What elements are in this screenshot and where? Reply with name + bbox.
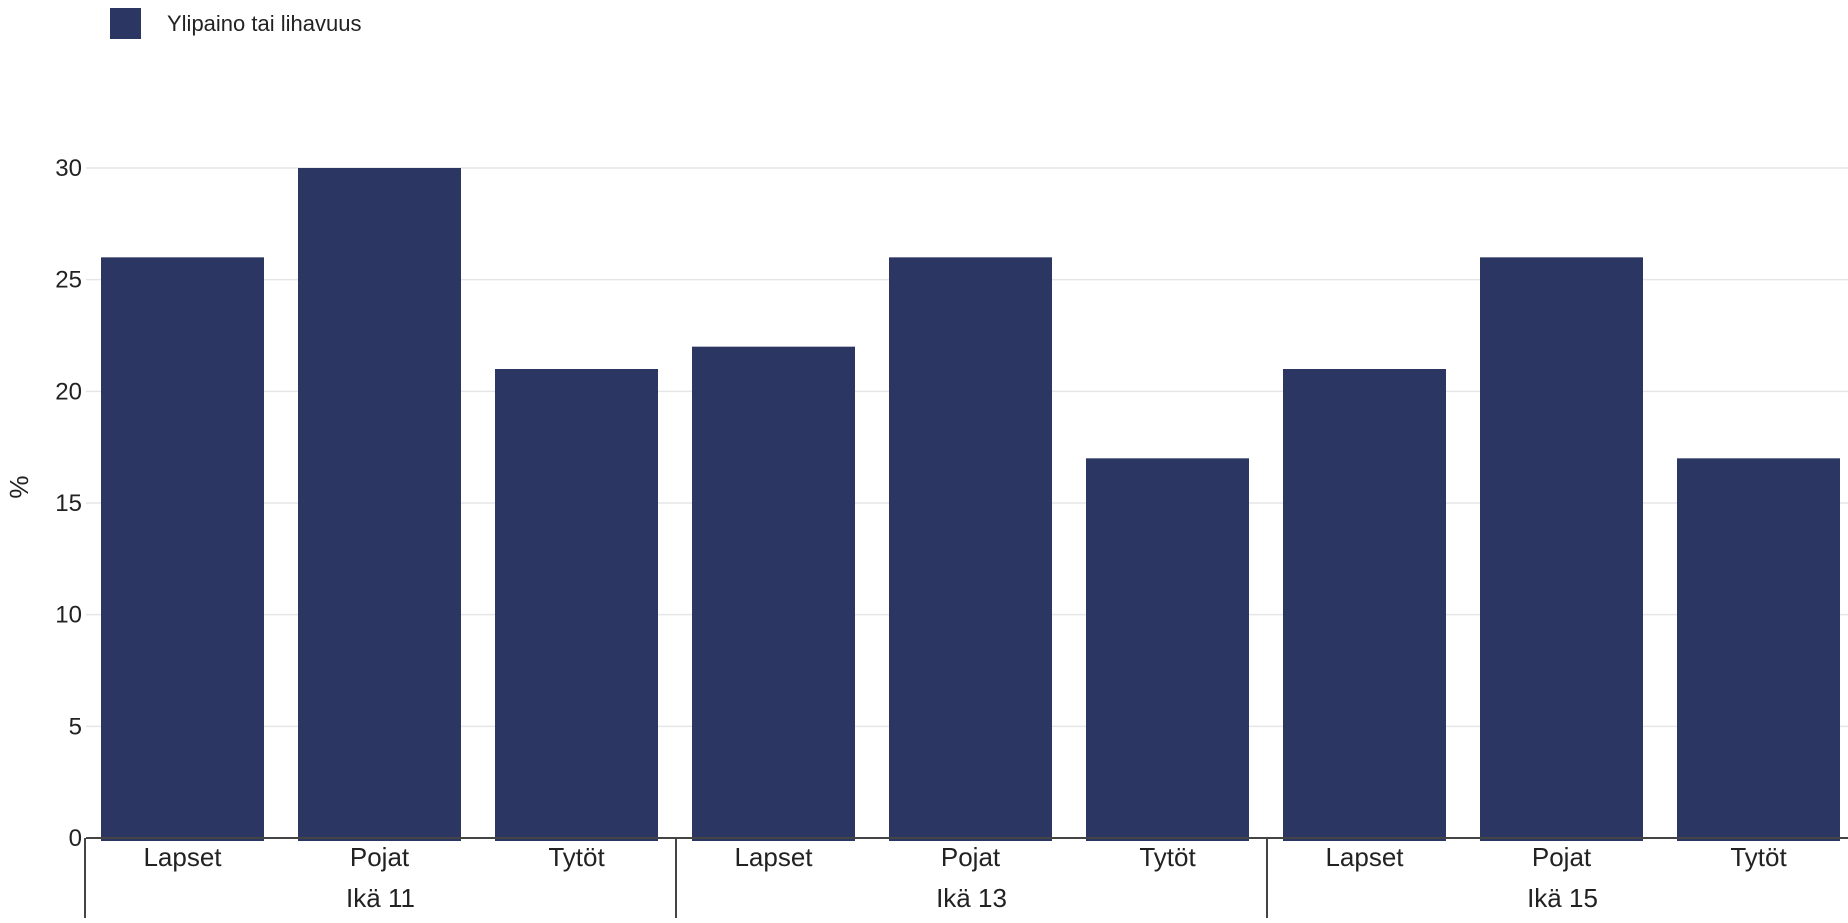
legend: Ylipaino tai lihavuus (110, 8, 361, 39)
x-category-label: Tytöt (1139, 842, 1196, 872)
x-category-label: Tytöt (1730, 842, 1787, 872)
x-category-label: Pojat (350, 842, 410, 872)
y-tick-label: 30 (55, 155, 82, 182)
y-axis-label: % (4, 475, 34, 498)
x-axis: Lapset Pojat Tytöt Ikä 11 Lapset Pojat Tytöt Ik… (84, 837, 1848, 918)
legend-swatch (110, 8, 141, 39)
y-tick-label: 15 (55, 490, 82, 517)
y-tick-label: 20 (55, 378, 82, 405)
bars (101, 168, 1840, 841)
x-category-label: Lapset (734, 842, 813, 872)
bar[interactable] (101, 257, 264, 841)
x-category-label: Pojat (941, 842, 1001, 872)
y-tick-label: 0 (69, 825, 82, 852)
x-category-label: Pojat (1532, 842, 1592, 872)
y-tick-label: 25 (55, 267, 82, 294)
y-tick-label: 5 (69, 713, 82, 740)
x-category-label: Lapset (1325, 842, 1404, 872)
bar[interactable] (1283, 369, 1446, 841)
bar[interactable] (495, 369, 658, 841)
x-group-label: Ikä 15 (1527, 883, 1598, 913)
bar[interactable] (1677, 458, 1840, 841)
legend-label: Ylipaino tai lihavuus (167, 10, 362, 36)
y-tick-label: 10 (55, 602, 82, 629)
x-group-label: Ikä 13 (936, 883, 1007, 913)
bar[interactable] (298, 168, 461, 841)
bar[interactable] (889, 257, 1052, 841)
x-group-label: Ikä 11 (346, 883, 415, 913)
bar[interactable] (1480, 257, 1643, 841)
bar[interactable] (692, 346, 855, 841)
x-category-label: Lapset (143, 842, 222, 872)
bar[interactable] (1086, 458, 1249, 841)
x-category-label: Tytöt (548, 842, 605, 872)
y-axis: 0 5 10 15 20 25 30 (55, 155, 82, 852)
